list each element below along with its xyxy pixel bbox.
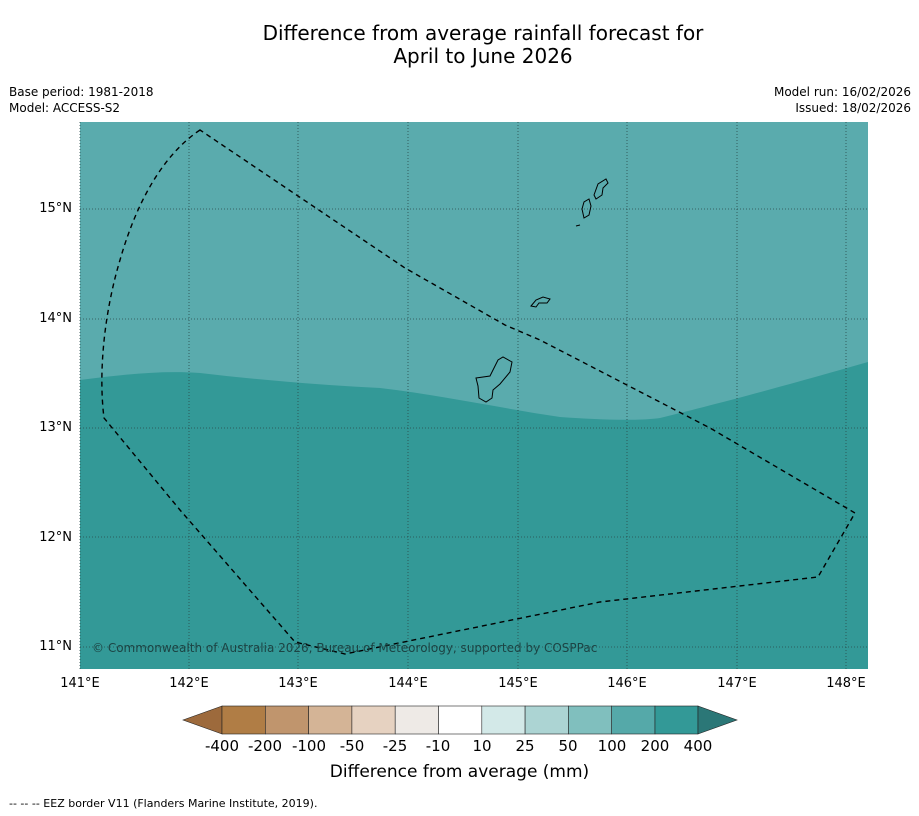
lat-label-12: 12°N: [39, 530, 72, 545]
colorbar-segment: [611, 705, 656, 735]
colorbar-segment: [221, 705, 266, 735]
lat-label-15: 15°N: [39, 201, 72, 216]
colorbar-tick-label: -10: [425, 737, 451, 755]
colorbar-extend-right: [697, 705, 738, 735]
colorbar-segment: [524, 705, 569, 735]
category-200-400-region: [80, 362, 868, 669]
issued-date: Issued: 18/02/2026: [795, 101, 911, 115]
islands: [475, 178, 609, 403]
colorbar-tick-label: 50: [558, 737, 578, 755]
map-copyright: © Commonwealth of Australia 2026, Bureau…: [92, 641, 598, 655]
lon-label-142: 142°E: [169, 676, 209, 691]
colorbar-tick-label: -200: [247, 737, 283, 755]
title-line-1: Difference from average rainfall forecas…: [262, 21, 704, 45]
colorbar-tick-label: -50: [339, 737, 365, 755]
meta-left: Base period: 1981-2018 Model: ACCESS-S2: [9, 84, 154, 116]
colorbar-tick-label: -400: [204, 737, 240, 755]
colorbar-title: Difference from average (mm): [329, 762, 590, 782]
colorbar-extend-left: [182, 705, 223, 735]
gridlines: [79, 122, 868, 669]
colorbar-segment: [394, 705, 439, 735]
colorbar-segment: [568, 705, 613, 735]
lon-label-147: 147°E: [717, 676, 757, 691]
colorbar-tick-label: 200: [640, 737, 670, 755]
lat-label-14: 14°N: [39, 311, 72, 326]
colorbar-tick-label: 100: [597, 737, 627, 755]
colorbar-tick-label: 25: [515, 737, 535, 755]
model-run: Model run: 16/02/2026: [773, 85, 911, 99]
colorbar-segment: [438, 705, 483, 735]
colorbar-tick-label: -100: [291, 737, 327, 755]
colorbar-segment: [308, 705, 353, 735]
colorbar-segment: [264, 705, 309, 735]
colorbar: [182, 705, 738, 735]
colorbar-tick-label: 400: [683, 737, 713, 755]
lon-label-144: 144°E: [388, 676, 428, 691]
colorbar-segment: [481, 705, 526, 735]
lon-label-141: 141°E: [60, 676, 100, 691]
tinian-island-outline: [581, 198, 592, 219]
rota-island-outline: [530, 296, 551, 308]
meta-right: Model run: 16/02/2026 Issued: 18/02/2026: [774, 84, 911, 116]
eez-border: [101, 129, 856, 655]
lon-label-146: 146°E: [607, 676, 647, 691]
aguijan-island-outline: [575, 224, 581, 227]
model-name: Model: ACCESS-S2: [9, 101, 121, 115]
colorbar-tick-label: 10: [472, 737, 492, 755]
eez-footnote: -- -- -- EEZ border V11 (Flanders Marine…: [9, 797, 318, 810]
colorbar-tick-label: -25: [382, 737, 408, 755]
saipan-island-outline: [593, 178, 609, 200]
colorbar-segment: [654, 705, 699, 735]
colorbar-segment: [351, 705, 396, 735]
lon-label-148: 148°E: [826, 676, 866, 691]
lon-label-143: 143°E: [278, 676, 318, 691]
lat-label-11: 11°N: [39, 639, 72, 654]
title-line-2: April to June 2026: [393, 44, 573, 68]
base-period: Base period: 1981-2018: [9, 85, 154, 99]
guam-island-outline: [475, 356, 513, 403]
lon-label-145: 145°E: [498, 676, 538, 691]
map-title: Difference from average rainfall forecas…: [0, 22, 919, 68]
lat-label-13: 13°N: [39, 420, 72, 435]
